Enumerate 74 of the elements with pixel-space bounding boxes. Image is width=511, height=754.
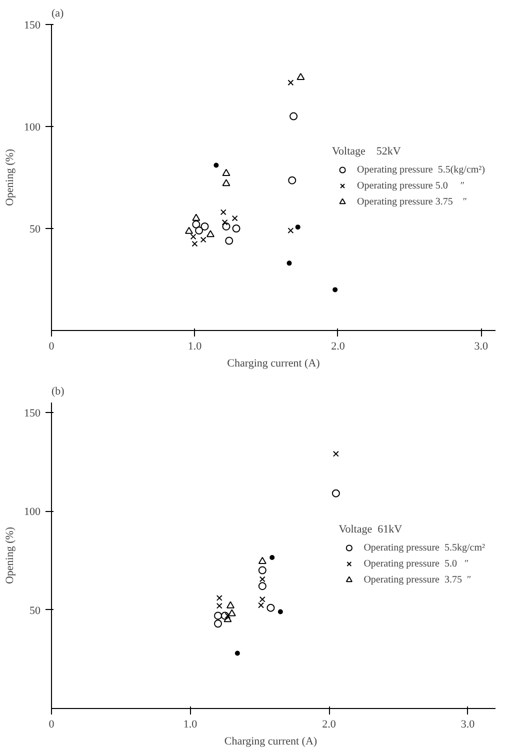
- point: [288, 228, 294, 234]
- x-axis-title: Charging current (A): [227, 358, 320, 370]
- point: [286, 260, 292, 266]
- y-axis-title: Opening (%): [4, 526, 16, 584]
- legend-title: Voltage 61kV: [338, 524, 404, 536]
- point: [220, 209, 226, 216]
- legend-label: Operating pressure 3.75 ″: [364, 573, 472, 586]
- point: [225, 236, 234, 245]
- point: [224, 612, 231, 619]
- legend-label: Operating pressure 5.5(kg/cm²): [357, 163, 485, 176]
- point: [234, 650, 240, 656]
- point: [259, 576, 266, 582]
- legend-title: Voltage 52kV: [332, 146, 402, 158]
- point: [258, 602, 264, 608]
- chart-title: (b): [52, 386, 65, 398]
- x-tick-label: 0: [48, 340, 55, 352]
- point: [258, 556, 266, 564]
- point: [222, 168, 230, 176]
- point: [290, 112, 298, 120]
- point: [295, 224, 300, 230]
- point: [216, 594, 222, 601]
- point: [216, 602, 222, 609]
- x-tick-label: 2.0: [331, 340, 346, 352]
- point: [226, 601, 234, 608]
- x-tick-label: 1.0: [183, 718, 198, 730]
- y-axis-title: Opening (%): [4, 148, 16, 206]
- y-tick-label: 150: [24, 407, 41, 420]
- y-tick-label: 50: [30, 604, 41, 617]
- y-tick-label: 150: [24, 20, 41, 32]
- y-tick-label: 100: [24, 122, 41, 134]
- point: [278, 609, 283, 614]
- y-tick-label: 100: [24, 506, 41, 518]
- x-axis-title: Charging current (A): [224, 736, 318, 748]
- point: [259, 596, 266, 602]
- point: [288, 80, 294, 86]
- x-tick-label: 2.0: [322, 718, 336, 730]
- point: [270, 554, 275, 560]
- point: [222, 222, 230, 230]
- x-tick-label: 3.0: [460, 718, 476, 730]
- legend-label: Operating pressure 3.75 ″: [357, 195, 468, 208]
- point: [190, 234, 196, 240]
- legend-label: Operating pressure 5.5kg/cm²: [364, 541, 485, 554]
- point: [192, 220, 200, 228]
- point: [222, 179, 230, 186]
- x-tick-label: 0: [48, 718, 55, 730]
- point: [296, 73, 305, 80]
- point: [200, 236, 206, 243]
- point: [232, 215, 238, 222]
- x-tick-label: 3.0: [474, 340, 489, 352]
- point: [332, 287, 338, 292]
- point: [266, 604, 275, 612]
- point: [206, 230, 214, 238]
- point: [200, 222, 209, 230]
- point: [332, 450, 339, 457]
- point: [258, 582, 266, 590]
- chart-title: (a): [52, 8, 64, 20]
- point: [258, 566, 266, 574]
- legend-label: Operating pressure 5.0 ″: [357, 179, 465, 192]
- point: [214, 612, 222, 620]
- point: [214, 620, 222, 628]
- point: [228, 609, 236, 616]
- point: [220, 612, 229, 620]
- legend-label: Operating pressure 5.0 ″: [364, 557, 469, 570]
- point: [184, 226, 193, 234]
- point: [214, 162, 219, 168]
- x-tick-label: 1.0: [188, 340, 202, 352]
- point: [232, 224, 240, 232]
- point: [224, 615, 232, 622]
- point: [192, 240, 198, 247]
- point: [332, 489, 340, 498]
- y-tick-label: 50: [30, 224, 41, 236]
- point: [288, 176, 296, 184]
- point: [195, 226, 204, 235]
- point: [192, 214, 200, 221]
